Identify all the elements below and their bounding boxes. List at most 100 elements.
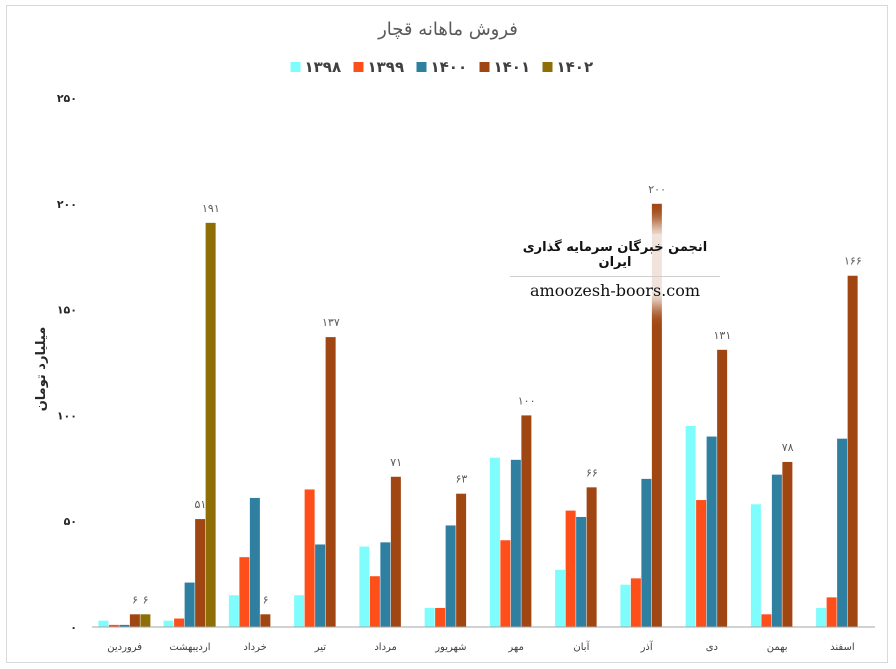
x-tick-label: تیر <box>314 642 327 653</box>
bar <box>424 607 435 627</box>
y-tick-label: ۲۵۰ <box>57 92 77 105</box>
y-tick-label: ۲۰۰ <box>57 198 77 211</box>
chart-frame: فروش ماهانه قچار ۱۳۹۸ ۱۳۹۹ ۱۴۰۰ ۱۴۰۱ ۱۴۰۲ ۰ ۵… <box>6 5 888 663</box>
bar <box>174 618 185 627</box>
bar <box>260 614 271 627</box>
bar <box>500 540 511 627</box>
legend-swatch <box>353 62 364 72</box>
legend-label: ۱۴۰۲ <box>557 58 594 76</box>
bar <box>119 624 130 627</box>
bar <box>510 459 521 627</box>
data-label: ۶ <box>132 593 138 606</box>
bar <box>380 542 391 627</box>
data-label: ۶۳ <box>455 473 467 486</box>
bar <box>228 595 239 627</box>
data-labels: ۶ ۵۱ ۶ ۱۳۷ ۷۱ ۶۳ ۱۰۰ ۶۶ ۲۰۰ ۱۳۱ ۷۸ ۱۶۶ ۶ ۱۹۱ <box>132 183 862 607</box>
bar <box>390 476 401 627</box>
bar <box>205 222 216 627</box>
bar <box>163 620 174 627</box>
bar <box>140 614 151 627</box>
bar <box>651 203 662 628</box>
legend-label: ۱۳۹۹ <box>368 58 405 76</box>
chart-title: فروش ماهانه قچار <box>377 19 518 40</box>
bar <box>294 595 305 627</box>
bar <box>565 510 576 627</box>
bar <box>489 457 500 627</box>
bar <box>435 607 446 627</box>
x-tick-label: مهر <box>507 642 523 653</box>
bar <box>620 584 631 627</box>
bar <box>576 516 587 627</box>
bar <box>837 438 848 627</box>
legend-swatch <box>542 62 553 72</box>
bar <box>445 525 456 627</box>
legend-swatch <box>416 62 427 72</box>
data-label: ۶ <box>263 593 269 606</box>
bar <box>249 497 260 627</box>
y-tick-label: ۰ <box>70 621 77 634</box>
bar <box>521 415 532 627</box>
bar <box>456 493 467 627</box>
watermark-line1: انجمن خبرگان سرمایه گذاری ایران <box>522 240 708 270</box>
data-label: ۱۳۱ <box>714 329 732 342</box>
x-tick-label: مرداد <box>374 642 397 653</box>
bar <box>184 582 195 627</box>
data-label: ۱۹۱ <box>202 202 220 215</box>
bar <box>847 275 858 627</box>
bar <box>129 614 140 627</box>
bar <box>771 474 782 627</box>
x-tick-label: اسفند <box>830 642 854 653</box>
data-label: ۷۸ <box>782 441 794 454</box>
y-tick-label: ۵۰ <box>64 515 77 528</box>
bar <box>761 614 772 627</box>
bar <box>816 607 827 627</box>
bar <box>315 544 326 627</box>
bar <box>630 578 641 627</box>
data-label: ۱۰۰ <box>518 394 536 407</box>
data-label: ۶ <box>143 593 149 606</box>
legend-swatch <box>479 62 490 72</box>
watermark-line2: amoozesh-boors.com <box>529 281 700 300</box>
y-tick-label: ۱۰۰ <box>57 409 77 422</box>
bar <box>586 487 597 627</box>
legend-label: ۱۴۰۰ <box>431 58 468 76</box>
legend-swatch <box>290 62 301 72</box>
bar <box>304 489 315 627</box>
bar <box>706 436 717 627</box>
data-label: ۱۶۶ <box>844 255 862 268</box>
x-tick-label: آذر <box>640 640 654 653</box>
bar <box>369 576 380 627</box>
data-label: ۲۰۰ <box>648 183 666 196</box>
bar <box>696 500 707 627</box>
bar <box>359 546 370 627</box>
legend-label: ۱۳۹۸ <box>305 58 342 76</box>
y-axis: ۰ ۵۰ ۱۰۰ ۱۵۰ ۲۰۰ ۲۵۰ <box>57 92 77 634</box>
bar <box>826 597 837 627</box>
bar <box>239 557 250 627</box>
bar <box>782 461 793 627</box>
bar <box>750 504 761 627</box>
bars <box>98 203 858 628</box>
bar <box>641 478 652 627</box>
watermark-separator <box>510 276 720 277</box>
x-tick-label: بهمن <box>767 642 788 653</box>
x-tick-label: دی <box>706 642 718 653</box>
bar <box>98 620 109 627</box>
x-tick-label: خرداد <box>243 642 266 653</box>
data-label: ۱۳۷ <box>322 316 340 329</box>
y-tick-label: ۱۵۰ <box>57 304 77 317</box>
bar <box>717 349 728 627</box>
legend-label: ۱۴۰۱ <box>494 58 531 76</box>
bar <box>195 519 206 627</box>
data-label: ۵۱ <box>194 498 206 511</box>
bar <box>685 425 696 627</box>
data-label: ۷۱ <box>390 456 402 469</box>
x-tick-label: اردیبهشت <box>169 642 210 653</box>
bar <box>555 569 566 627</box>
bar <box>108 624 119 627</box>
x-tick-label: شهریور <box>434 642 466 653</box>
legend: ۱۳۹۸ ۱۳۹۹ ۱۴۰۰ ۱۴۰۱ ۱۴۰۲ <box>290 58 594 76</box>
data-label: ۶۶ <box>586 466 598 479</box>
x-tick-label: فروردین <box>107 642 142 653</box>
x-tick-label: آبان <box>573 640 590 653</box>
